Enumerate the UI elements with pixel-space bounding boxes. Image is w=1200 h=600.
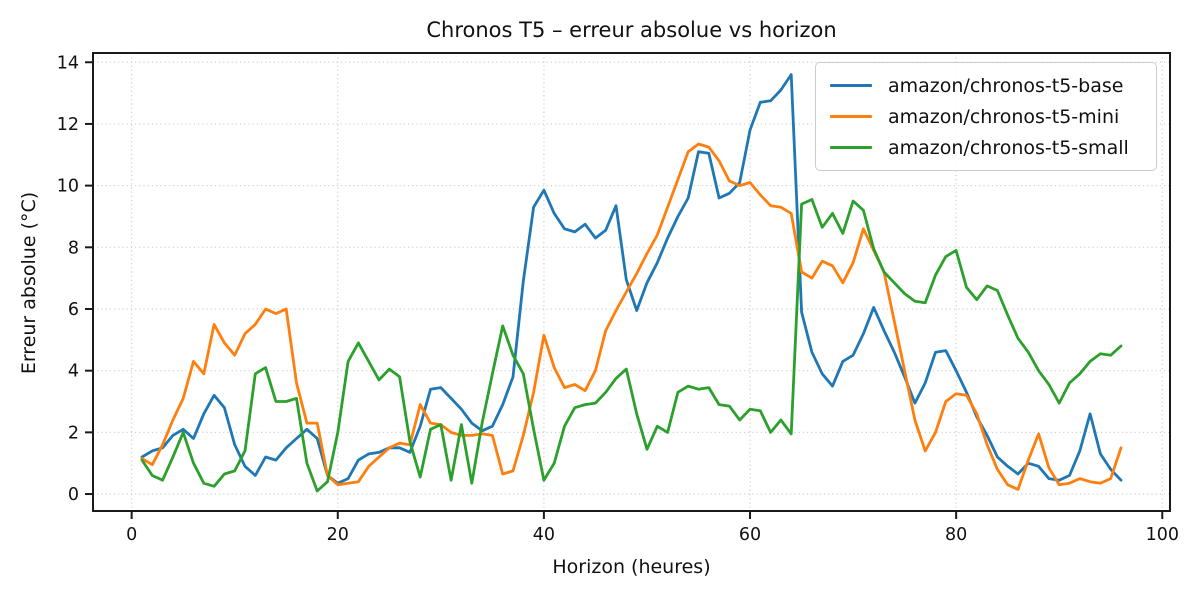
x-tick-label: 60 [739,525,761,545]
x-tick-label: 0 [126,525,137,545]
chart-title: Chronos T5 – erreur absolue vs horizon [426,18,837,42]
y-tick-label: 10 [57,177,79,197]
plot-spines [92,52,1171,512]
x-tick-label: 20 [327,525,349,545]
y-tick-label: 6 [68,300,79,320]
legend-item-label: amazon/chronos-t5-base [888,74,1124,97]
y-axis-label: Erreur absolue (°C) [18,191,40,375]
y-tick-label: 4 [68,362,79,382]
series-line-chronos-t5-mini [140,142,1123,491]
x-axis-label: Horizon (heures) [552,556,711,578]
legend-item-chronos-t5-small: amazon/chronos-t5-small [830,132,1146,163]
x-tick-label: 80 [945,525,967,545]
legend-item-chronos-t5-base: amazon/chronos-t5-base [830,70,1146,101]
y-tick-label: 0 [68,485,79,505]
legend-item-chronos-t5-mini: amazon/chronos-t5-mini [830,101,1146,132]
x-tick-label: 100 [1146,525,1179,545]
legend-item-label: amazon/chronos-t5-small [888,136,1129,159]
legend-line-swatch [830,114,872,119]
legend-line-swatch [830,145,872,150]
x-tick-label: 40 [533,525,555,545]
y-tick-label: 8 [68,238,79,258]
y-tick-label: 2 [68,423,79,443]
series-line-chronos-t5-small [140,198,1123,493]
y-tick-label: 14 [57,53,79,73]
legend: amazon/chronos-t5-base amazon/chronos-t5-… [815,62,1157,171]
series-line-chronos-t5-base [140,73,1123,485]
legend-item-label: amazon/chronos-t5-mini [888,105,1120,128]
legend-line-swatch [830,83,872,88]
y-tick-label: 12 [57,115,79,135]
